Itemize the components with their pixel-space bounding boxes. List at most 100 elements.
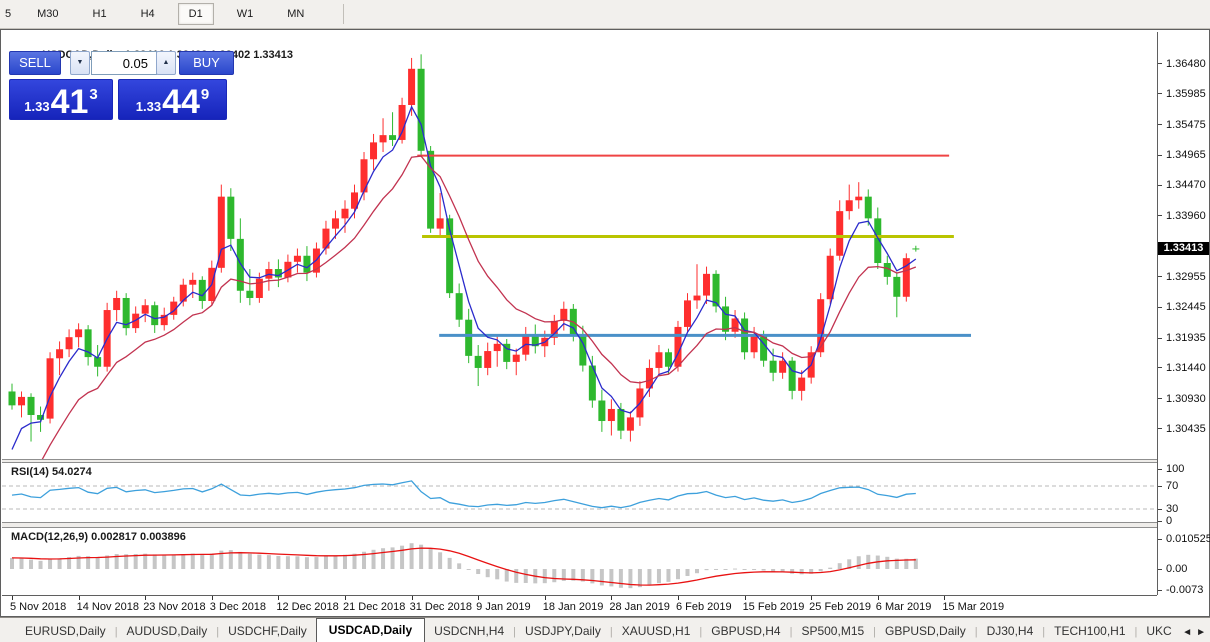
- tab-usdchf-daily[interactable]: USDCHF,Daily: [228, 624, 307, 638]
- rsi-axis-tick: [1158, 486, 1162, 487]
- price-axis-tick: [1158, 124, 1162, 126]
- price-axis-label: 1.30930: [1166, 392, 1206, 405]
- tab-scroll-right-icon[interactable]: ►: [1196, 627, 1206, 638]
- price-axis-tick: [1158, 215, 1162, 217]
- timeframe-button-H4[interactable]: H4: [140, 8, 155, 20]
- tab-separator: |: [216, 626, 220, 638]
- tab-tech100-h1[interactable]: TECH100,H1: [1054, 624, 1126, 638]
- sell-price-box[interactable]: 1.33 41 3: [9, 79, 113, 120]
- tab-separator: |: [513, 626, 517, 638]
- time-axis-label: 25 Feb 2019: [809, 601, 871, 613]
- price-axis-label: 1.36480: [1166, 57, 1206, 70]
- rsi-axis-label: 30: [1166, 503, 1179, 515]
- timeframe-button-M30[interactable]: M30: [37, 8, 59, 20]
- price-axis[interactable]: 1.36480 1.35985 1.35475 1.34965 1.34470 1.339…: [1157, 32, 1210, 596]
- tab-sp500-m15[interactable]: SP500,M15: [801, 624, 865, 638]
- time-axis-label: 23 Nov 2018: [143, 601, 206, 613]
- volume-increase-button[interactable]: ▲: [156, 51, 176, 75]
- time-axis-label: 18 Jan 2019: [542, 601, 604, 613]
- panel-splitter[interactable]: [2, 522, 1157, 528]
- time-axis-tick: [78, 596, 80, 600]
- time-axis-label: 6 Mar 2019: [875, 601, 932, 613]
- tab-eurusd-daily[interactable]: EURUSD,Daily: [25, 624, 106, 638]
- price-axis-label: 1.35985: [1166, 87, 1206, 100]
- rsi-axis-label: 100: [1166, 462, 1185, 475]
- volume-input[interactable]: [91, 51, 157, 75]
- tab-separator: |: [873, 626, 877, 638]
- buy-price-point: 9: [200, 86, 210, 103]
- time-axis-tick: [677, 596, 679, 600]
- time-axis-label: 3 Dec 2018: [209, 601, 267, 613]
- tab-separator: |: [114, 626, 118, 638]
- panel-splitter[interactable]: [2, 459, 1157, 463]
- price-axis-tick: [1158, 184, 1162, 186]
- time-axis-tick: [211, 596, 213, 600]
- price-axis-tick: [1158, 154, 1162, 156]
- time-axis-label: 15 Mar 2019: [942, 601, 1005, 613]
- tab-scroll-left-icon[interactable]: ◄: [1182, 627, 1193, 638]
- macd-axis-tick: [1158, 539, 1162, 540]
- price-axis-tick: [1158, 337, 1162, 339]
- sell-price-pips: 41: [50, 83, 89, 121]
- timeframe-toolbar: 5 M30 H1 H4 D1 W1 MN: [0, 0, 1210, 29]
- price-axis-tick: [1158, 428, 1162, 430]
- tab-ukc[interactable]: UKC: [1146, 624, 1172, 638]
- price-axis-tick: [1158, 276, 1162, 278]
- price-axis-label: 1.34965: [1166, 149, 1206, 162]
- timeframe-button-5[interactable]: 5: [5, 8, 12, 20]
- sell-button[interactable]: SELL: [9, 51, 61, 75]
- price-chart-canvas[interactable]: [2, 32, 1157, 459]
- price-axis-tick: [1158, 93, 1162, 95]
- time-axis[interactable]: 5 Nov 2018 14 Nov 2018 23 Nov 2018 3 Dec 20…: [2, 596, 1208, 616]
- volume-decrease-button[interactable]: ▼: [70, 51, 90, 75]
- time-axis-label: 14 Nov 2018: [76, 601, 139, 613]
- rsi-panel-canvas[interactable]: [2, 463, 1157, 522]
- time-axis-label: 15 Feb 2019: [742, 601, 805, 613]
- tab-separator: |: [699, 626, 703, 638]
- tab-usdcad-daily[interactable]: USDCAD,Daily: [315, 618, 426, 642]
- tab-gbpusd-daily[interactable]: GBPUSD,Daily: [885, 624, 966, 638]
- rsi-axis-tick: [1158, 521, 1162, 522]
- price-axis-label: 1.34470: [1166, 179, 1206, 192]
- tab-dj30-h4[interactable]: DJ30,H4: [986, 624, 1034, 638]
- price-axis-tick: [1158, 306, 1162, 308]
- tab-usdcnh-h4[interactable]: USDCNH,H4: [434, 624, 505, 638]
- rsi-axis-label: 70: [1166, 480, 1179, 492]
- price-axis-label: 1.30435: [1166, 422, 1206, 435]
- price-axis-tick: [1158, 367, 1162, 369]
- price-axis-tick: [1158, 398, 1162, 400]
- price-axis-label: 1.32445: [1166, 301, 1206, 314]
- toolbar-separator: [343, 4, 345, 24]
- time-axis-tick: [611, 596, 613, 600]
- time-axis-tick: [811, 596, 813, 600]
- time-axis-label: 5 Nov 2018: [10, 601, 67, 613]
- sell-price-point: 3: [89, 86, 98, 103]
- tab-audusd-daily[interactable]: AUDUSD,Daily: [126, 624, 208, 638]
- time-axis-tick: [411, 596, 413, 600]
- buy-button[interactable]: BUY: [179, 51, 234, 75]
- price-axis-label: 1.31935: [1166, 332, 1206, 345]
- timeframe-button-MN[interactable]: MN: [287, 8, 305, 20]
- timeframe-button-D1[interactable]: D1: [177, 3, 214, 25]
- sell-price-figure: 1.33: [24, 99, 50, 114]
- tab-gbpusd-h4[interactable]: GBPUSD,H4: [711, 624, 781, 638]
- buy-price-figure: 1.33: [135, 99, 162, 114]
- time-axis-tick: [877, 596, 879, 600]
- macd-panel-canvas[interactable]: [2, 528, 1157, 595]
- tab-usdjpy-daily[interactable]: USDJPY,Daily: [525, 624, 601, 638]
- macd-axis-tick: [1158, 589, 1162, 591]
- current-price-badge: 1.33413: [1158, 242, 1209, 256]
- rsi-axis-tick: [1158, 468, 1162, 470]
- time-axis-label: 21 Dec 2018: [342, 601, 406, 613]
- rsi-indicator-label: RSI(14) 54.0274: [11, 466, 92, 478]
- price-axis-label: 1.33960: [1166, 209, 1206, 222]
- timeframe-button-W1[interactable]: W1: [236, 8, 254, 20]
- tab-xauusd-h1[interactable]: XAUUSD,H1: [621, 624, 691, 638]
- chart-window: ▲USDCAD,Daily 1.33416 1.33433 1.33402 1.…: [0, 29, 1210, 617]
- tab-scroll-arrows: ◄ ►: [1174, 627, 1206, 638]
- buy-price-box[interactable]: 1.33 44 9: [118, 79, 227, 120]
- timeframe-button-H1[interactable]: H1: [92, 8, 107, 20]
- time-axis-label: 12 Dec 2018: [276, 601, 339, 613]
- time-axis-tick: [744, 596, 746, 600]
- time-axis-tick: [944, 596, 946, 600]
